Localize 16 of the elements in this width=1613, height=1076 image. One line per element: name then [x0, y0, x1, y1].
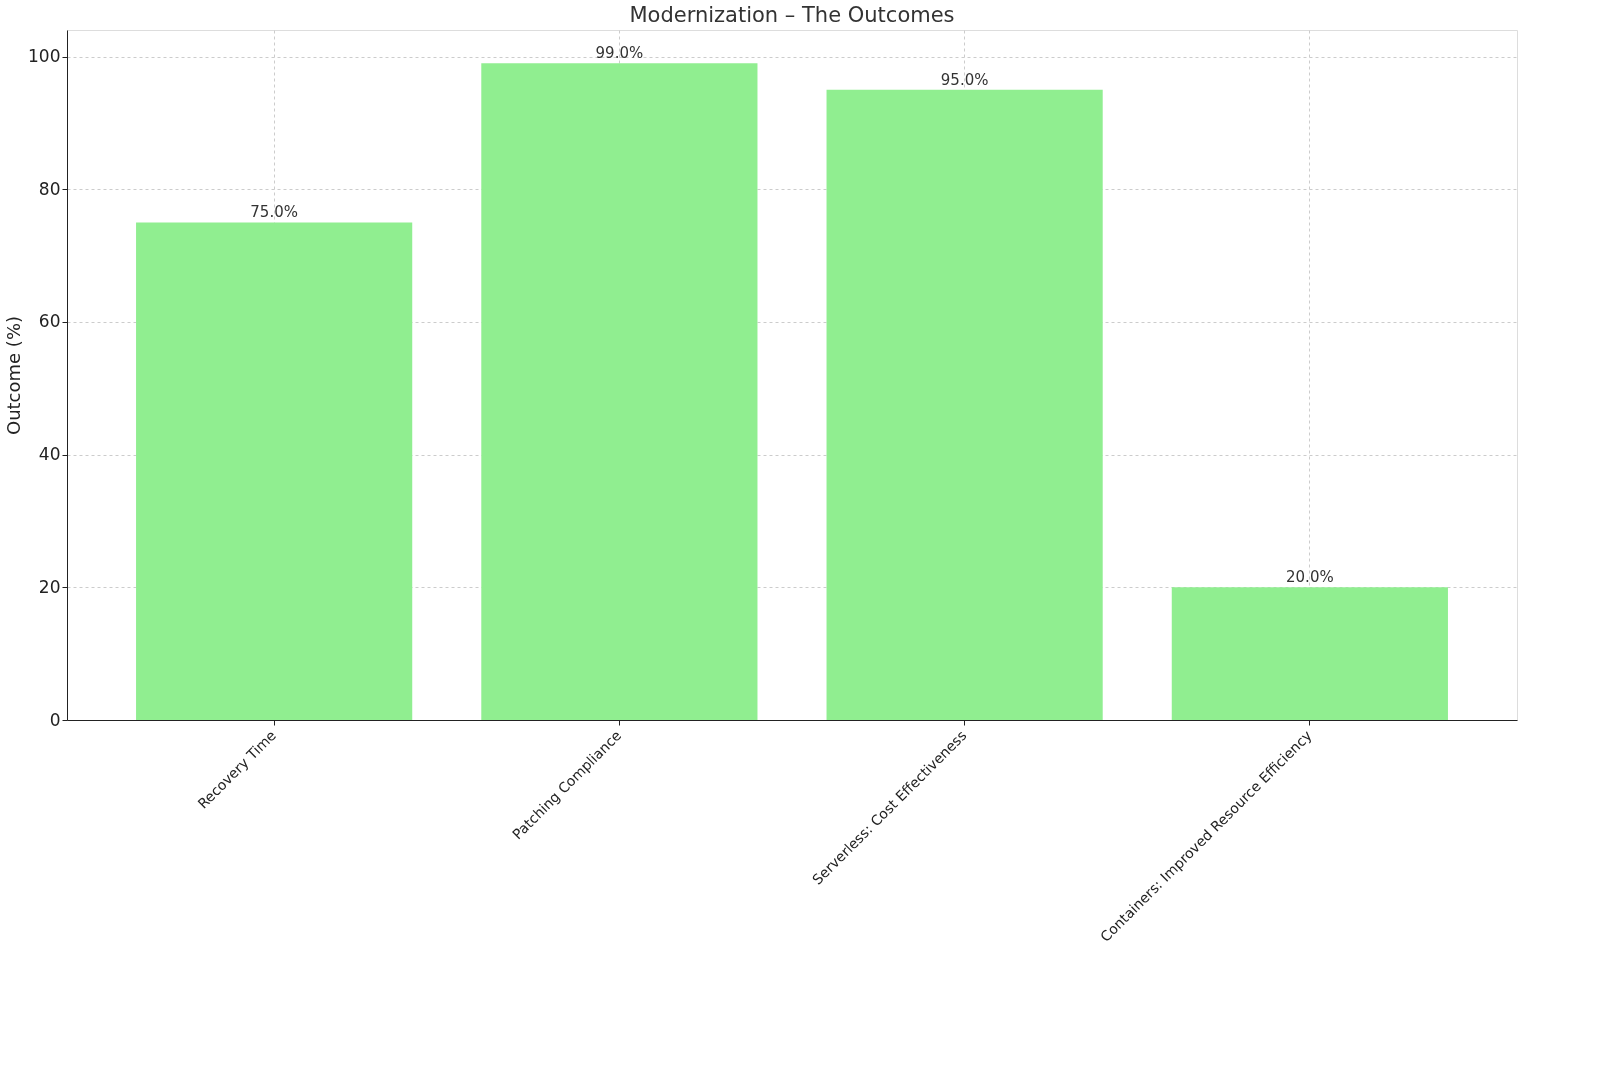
y-tick-label: 80: [38, 178, 61, 199]
bar: [1171, 587, 1448, 720]
bar: [826, 89, 1103, 720]
y-tick-label: 20: [38, 576, 61, 597]
data-label: 75.0%: [250, 203, 298, 222]
data-label: 20.0%: [1286, 568, 1334, 587]
data-label: 99.0%: [595, 44, 644, 63]
chart-title: Modernization – The Outcomes: [629, 3, 955, 27]
y-tick-label: 60: [38, 311, 61, 332]
bar: [136, 222, 413, 720]
bar: [481, 63, 758, 720]
y-tick-label: 100: [28, 46, 61, 67]
y-tick-label: 40: [38, 444, 61, 465]
y-axis-title: Outcome (%): [3, 315, 25, 436]
data-label: 95.0%: [940, 70, 989, 89]
y-tick-label: 0: [49, 709, 61, 730]
